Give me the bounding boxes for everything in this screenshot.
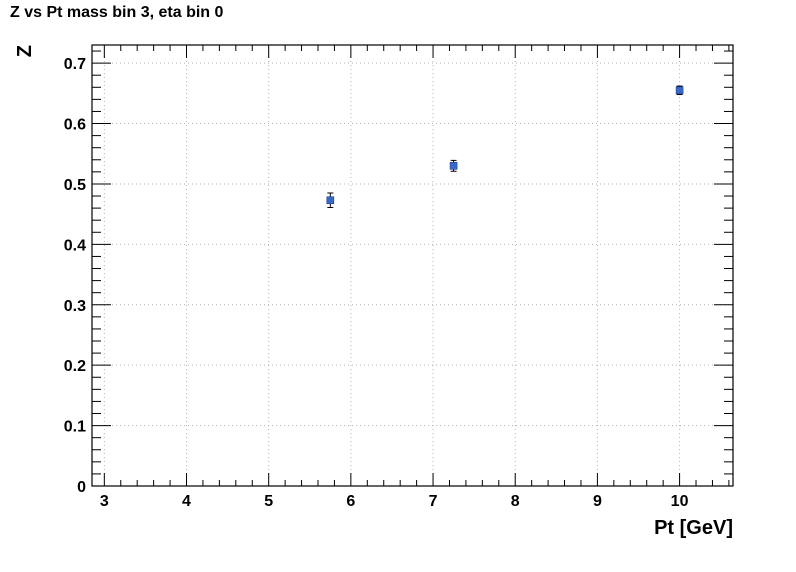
data-marker xyxy=(675,86,684,95)
x-tick-labels: 3 4 5 6 7 8 9 10 xyxy=(100,493,689,510)
x-tick-label: 4 xyxy=(182,493,191,510)
x-tick-label: 10 xyxy=(671,493,689,510)
y-tick-label: 0.4 xyxy=(64,237,86,254)
y-tick-label: 0.5 xyxy=(64,177,86,194)
data-point xyxy=(675,85,684,96)
data-point xyxy=(449,159,458,172)
y-axis-label: Z xyxy=(14,45,36,57)
axis-ticks xyxy=(92,45,733,487)
y-tick-label: 0.7 xyxy=(64,56,86,73)
x-tick-label: 6 xyxy=(346,493,355,510)
x-tick-label: 9 xyxy=(593,493,602,510)
y-tick-label: 0.2 xyxy=(64,358,86,375)
y-tick-labels: 0 0.1 0.2 0.3 0.4 0.5 0.6 0.7 xyxy=(64,56,86,496)
y-tick-label: 0.3 xyxy=(64,298,86,315)
chart-title: Z vs Pt mass bin 3, eta bin 0 xyxy=(10,4,224,21)
y-tick-label: 0.1 xyxy=(64,419,86,436)
y-tick-label: 0 xyxy=(77,479,86,496)
data-points xyxy=(326,85,684,209)
x-tick-label: 7 xyxy=(429,493,438,510)
x-tick-label: 8 xyxy=(511,493,520,510)
x-tick-label: 5 xyxy=(264,493,273,510)
x-tick-label: 3 xyxy=(100,493,109,510)
data-marker xyxy=(326,196,335,205)
grid-lines xyxy=(92,45,733,487)
plot-frame xyxy=(91,44,734,487)
x-axis-label: Pt [GeV] xyxy=(654,517,733,539)
data-marker xyxy=(449,162,458,170)
data-point xyxy=(326,192,335,209)
y-tick-label: 0.6 xyxy=(64,117,86,134)
